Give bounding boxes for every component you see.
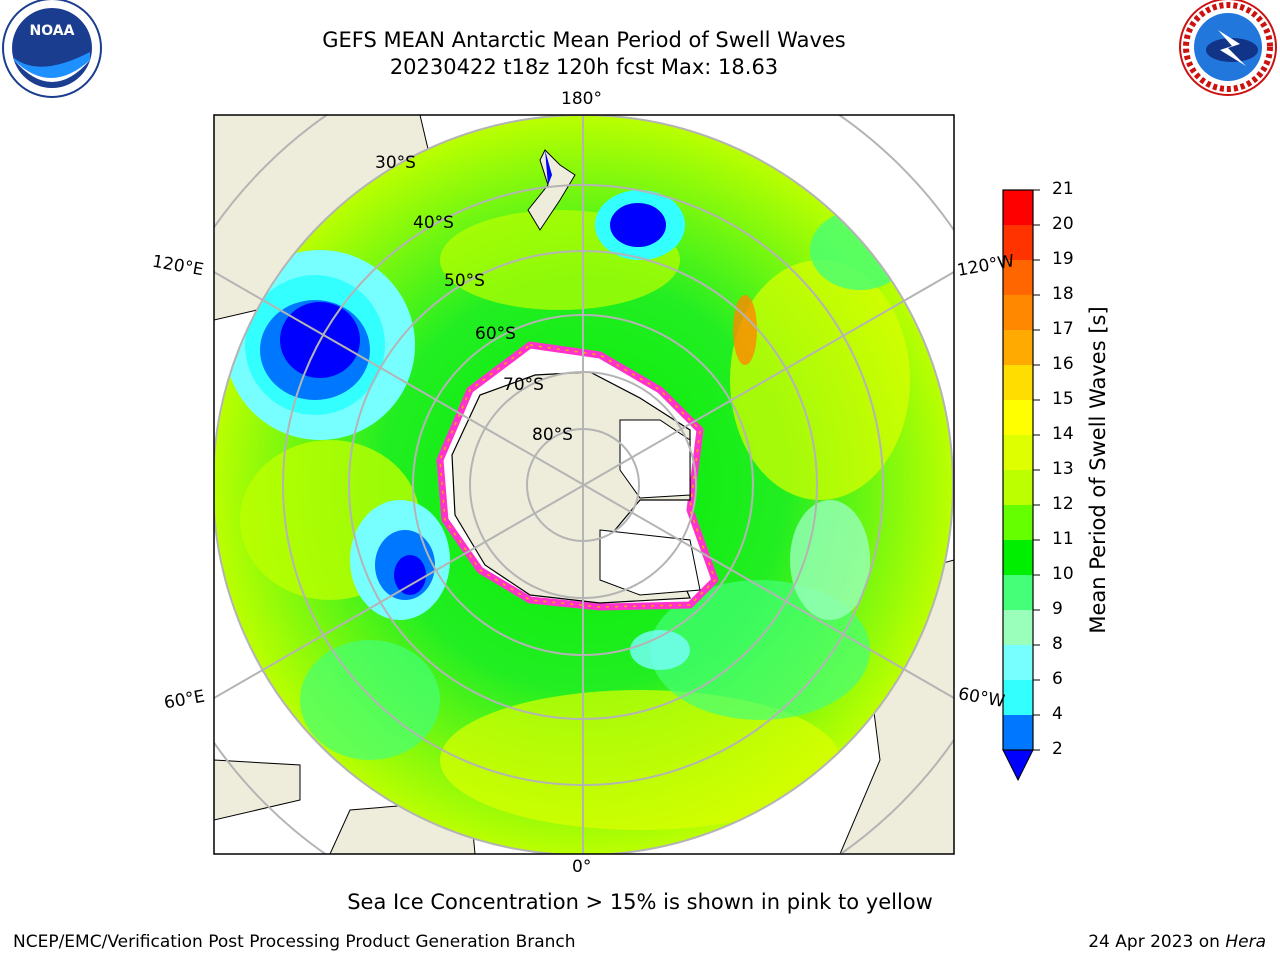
colorbar-tick: 9: [1052, 599, 1063, 619]
colorbar-tick: 21: [1052, 179, 1074, 199]
lat-label-50s: 50°S: [444, 271, 485, 291]
map-frame: [213, 114, 955, 855]
lat-label-40s: 40°S: [413, 213, 454, 233]
colorbar-bin: [1003, 225, 1033, 260]
nws-logo: [1179, 0, 1277, 96]
chart-subtitle: 20230422 t18z 120h fcst Max: 18.63: [389, 55, 779, 79]
credit-date: 24 Apr 2023 on Hera: [1088, 932, 1266, 952]
colorbar-bin: [1003, 470, 1033, 505]
colorbar-tick: 8: [1052, 634, 1063, 654]
colorbar-bin: [1003, 505, 1033, 540]
map-area: [214, 115, 954, 854]
credit-date-text: 24 Apr 2023 on: [1088, 932, 1226, 952]
noaa-logo-text: NOAA: [30, 23, 75, 39]
colorbar-bin: [1003, 680, 1033, 715]
colorbar-bin: [1003, 715, 1033, 750]
colorbar-bin: [1003, 610, 1033, 645]
colorbar-extend-arrow: [1002, 749, 1034, 782]
colorbar-tick: 14: [1052, 424, 1074, 444]
colorbar-tick: 16: [1052, 354, 1074, 374]
graticule: [214, 115, 954, 854]
colorbar-bin: [1003, 190, 1033, 225]
colorbar-bin: [1003, 365, 1033, 400]
colorbar-tick: 19: [1052, 249, 1074, 269]
colorbar-tick: 20: [1052, 214, 1074, 234]
colorbar: [1002, 189, 1040, 782]
colorbar-bin: [1003, 400, 1033, 435]
lat-label-30s: 30°S: [375, 153, 416, 173]
colorbar-bin: [1003, 540, 1033, 575]
colorbar-tick: 6: [1052, 669, 1063, 689]
colorbar-tick: 15: [1052, 389, 1074, 409]
colorbar-tick: 13: [1052, 459, 1074, 479]
colorbar-tick: 10: [1052, 564, 1074, 584]
colorbar-label: Mean Period of Swell Waves [s]: [1086, 306, 1110, 634]
colorbar-tick: 2: [1052, 739, 1063, 759]
credit-branch: NCEP/EMC/Verification Post Processing Pr…: [13, 932, 576, 952]
colorbar-tick: 18: [1052, 284, 1074, 304]
lat-label-60s: 60°S: [475, 324, 516, 344]
colorbar-bin: [1003, 330, 1033, 365]
chart-title: GEFS MEAN Antarctic Mean Period of Swell…: [322, 28, 846, 52]
sea-ice-note: Sea Ice Concentration > 15% is shown in …: [347, 890, 933, 914]
colorbar-tick: 4: [1052, 704, 1063, 724]
colorbar-bin: [1003, 575, 1033, 610]
lon-label-180: 180°: [561, 89, 602, 109]
colorbar-tick: 17: [1052, 319, 1074, 339]
lat-label-70s: 70°S: [503, 375, 544, 395]
lon-label-0: 0°: [572, 857, 592, 877]
colorbar-tick: 11: [1052, 529, 1074, 549]
credit-host: Hera: [1225, 932, 1266, 952]
colorbar-bin: [1003, 435, 1033, 470]
noaa-logo: NOAA: [2, 0, 102, 98]
colorbar-tick: 12: [1052, 494, 1074, 514]
colorbar-bin: [1003, 645, 1033, 680]
colorbar-bin: [1003, 260, 1033, 295]
lat-label-80s: 80°S: [532, 425, 573, 445]
colorbar-bin: [1003, 295, 1033, 330]
